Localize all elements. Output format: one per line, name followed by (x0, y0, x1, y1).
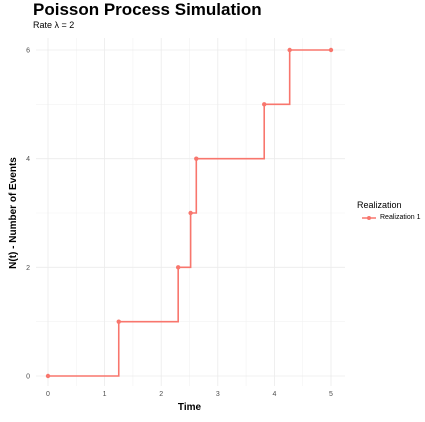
legend: Realization Realization 1 (357, 200, 420, 221)
series-line (48, 49, 331, 377)
data-point (194, 156, 199, 161)
data-point (287, 47, 292, 53)
x-tick-label: 0 (46, 391, 50, 398)
chart-title: Poisson Process Simulation (33, 0, 262, 19)
x-tick-label: 3 (216, 391, 220, 398)
data-point (116, 319, 121, 324)
chart-subtitle: Rate λ = 2 (33, 20, 75, 30)
x-tick-label: 2 (159, 391, 163, 398)
legend-label: Realization 1 (380, 214, 421, 221)
legend-key (362, 216, 376, 220)
legend-title: Realization (357, 200, 402, 210)
y-tick-label: 6 (26, 48, 30, 55)
y-tick-label: 0 (26, 374, 30, 381)
x-axis-title: Time (178, 402, 202, 413)
data-point (45, 373, 51, 379)
x-tick-label: 4 (272, 391, 276, 398)
y-tick-label: 4 (26, 156, 30, 163)
data-point (328, 47, 334, 53)
y-tick-label: 2 (26, 265, 30, 272)
data-point (188, 210, 193, 216)
data-point (175, 265, 181, 270)
x-tick-label: 1 (103, 391, 107, 398)
data-point (262, 102, 267, 107)
x-tick-label: 5 (329, 391, 333, 398)
y-axis-title: N(t) - Number of Events (8, 157, 19, 269)
legend-key-point (367, 216, 371, 220)
